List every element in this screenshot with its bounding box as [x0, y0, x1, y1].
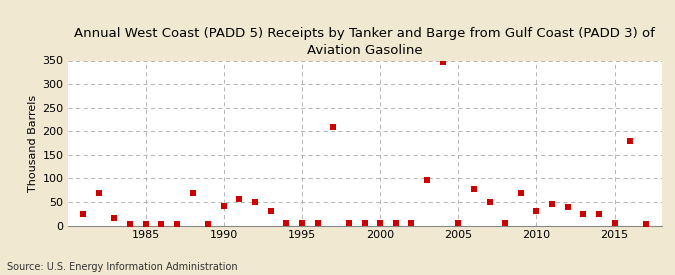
Point — [171, 222, 182, 226]
Text: Source: U.S. Energy Information Administration: Source: U.S. Energy Information Administ… — [7, 262, 238, 272]
Point — [531, 209, 542, 214]
Y-axis label: Thousand Barrels: Thousand Barrels — [28, 94, 38, 192]
Point — [140, 222, 151, 226]
Point — [265, 209, 276, 214]
Point — [578, 211, 589, 216]
Point — [281, 221, 292, 225]
Point — [453, 221, 464, 225]
Point — [516, 191, 526, 196]
Point — [484, 200, 495, 204]
Point — [547, 202, 558, 207]
Point — [359, 221, 370, 225]
Point — [202, 222, 213, 226]
Point — [641, 222, 651, 226]
Point — [344, 221, 354, 225]
Point — [187, 191, 198, 196]
Point — [125, 222, 136, 226]
Point — [468, 186, 479, 191]
Point — [593, 211, 604, 216]
Point — [562, 204, 573, 209]
Point — [219, 204, 230, 208]
Point — [250, 200, 261, 204]
Point — [625, 138, 636, 143]
Point — [437, 60, 448, 64]
Point — [328, 124, 339, 129]
Point — [234, 196, 245, 201]
Point — [390, 221, 401, 225]
Point — [313, 221, 323, 225]
Point — [500, 221, 510, 225]
Point — [406, 221, 416, 225]
Title: Annual West Coast (PADD 5) Receipts by Tanker and Barge from Gulf Coast (PADD 3): Annual West Coast (PADD 5) Receipts by T… — [74, 27, 655, 57]
Point — [78, 211, 88, 216]
Point — [375, 221, 385, 225]
Point — [156, 222, 167, 226]
Point — [296, 221, 307, 225]
Point — [422, 178, 433, 182]
Point — [93, 190, 104, 195]
Point — [610, 221, 620, 225]
Point — [109, 216, 119, 221]
